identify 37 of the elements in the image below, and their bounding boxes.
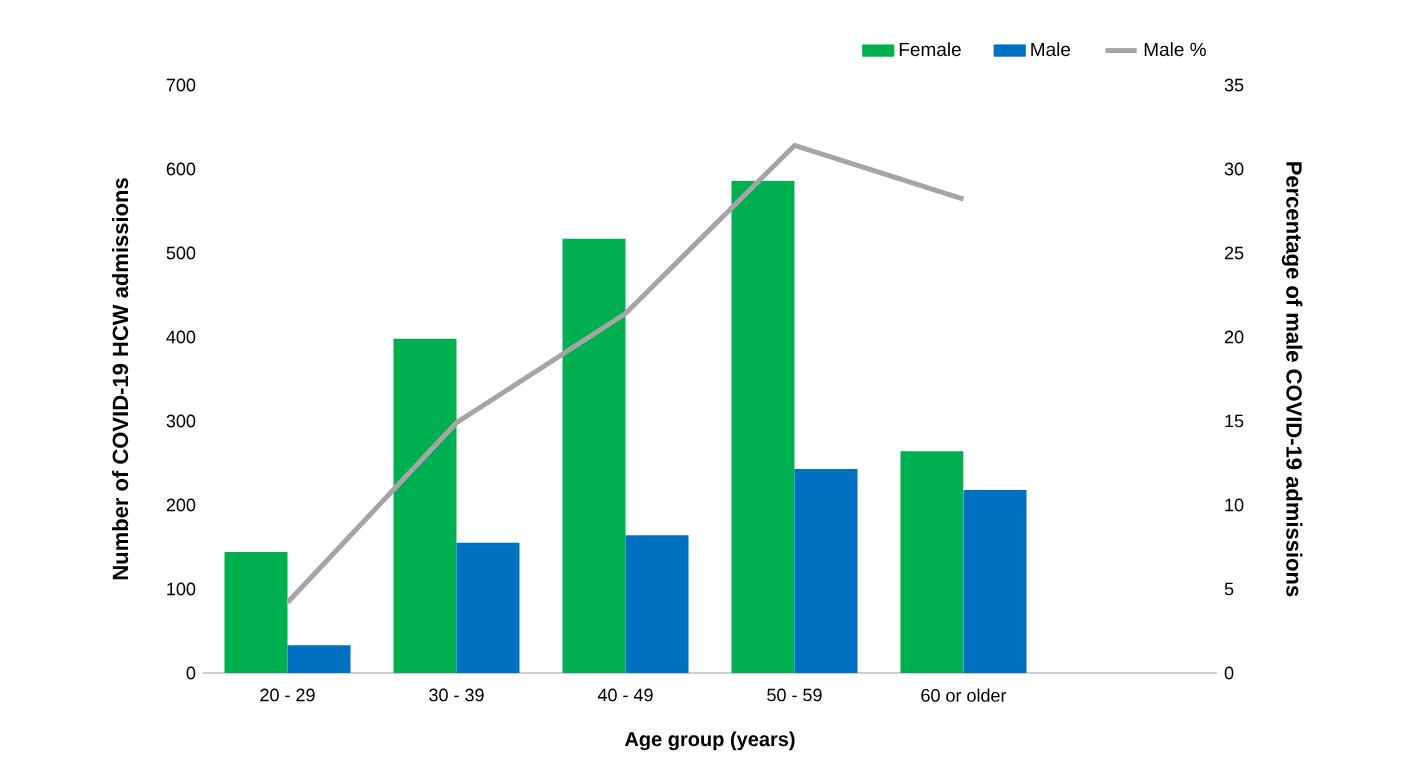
x-tick-label: 40 - 49	[597, 688, 653, 702]
bar	[562, 238, 626, 673]
y-tick-label: 0	[186, 666, 196, 680]
bar	[625, 535, 689, 673]
bar	[287, 645, 351, 673]
x-tick-label: 50 - 59	[767, 688, 822, 702]
bar	[224, 552, 288, 673]
bar	[794, 468, 858, 673]
y2-tick-label: 30	[1224, 162, 1244, 176]
y-axis-title: Number of COVID-19 HCW admissions	[112, 178, 129, 580]
y2-tick-label: 5	[1224, 582, 1234, 596]
y2-tick-label: 25	[1224, 246, 1244, 260]
y-tick-label: 600	[166, 162, 196, 176]
y2-tick-label: 35	[1224, 78, 1244, 92]
legend-label: Male %	[1144, 42, 1206, 57]
bar	[963, 489, 1027, 673]
y2-tick-label: 20	[1224, 330, 1244, 344]
y2-axis-title: Percentage of male COVID-19 admissions	[1281, 162, 1303, 597]
y2-tick-label: 0	[1224, 666, 1234, 680]
y2-tick-label: 15	[1225, 414, 1244, 428]
y-tick-label: 500	[166, 246, 196, 260]
x-axis-title: Age group (years)	[624, 731, 795, 751]
x-tick-label: 20 - 29	[260, 688, 315, 702]
bar	[456, 542, 520, 673]
legend-label: Female	[899, 42, 961, 57]
y-tick-label: 700	[166, 78, 196, 92]
y-tick-label: 300	[166, 414, 196, 428]
x-tick-label: 60 or older	[921, 688, 1007, 702]
x-tick-label: 30 - 39	[429, 688, 484, 702]
y-tick-label: 200	[166, 498, 196, 512]
bar	[900, 451, 964, 673]
bar	[393, 338, 457, 673]
bar	[731, 180, 795, 673]
legend-label: Male	[1031, 42, 1071, 57]
y2-tick-label: 10	[1225, 498, 1244, 512]
y-tick-label: 100	[167, 582, 196, 596]
y-tick-label: 400	[166, 330, 196, 344]
